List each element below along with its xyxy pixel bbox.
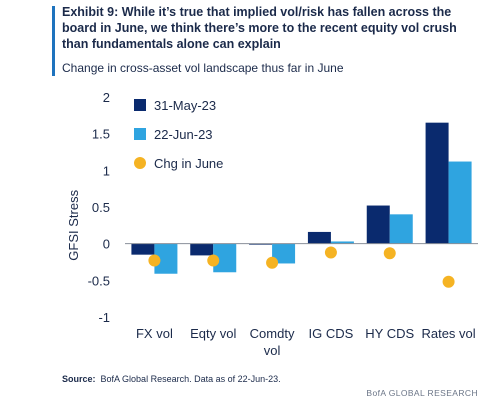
x-tick-label: FX vol (136, 326, 173, 341)
marker-point (324, 246, 337, 259)
bar-chart: -1 -0.5 0 0.5 1 1.5 2 GFSI Stress FX vol Eqty vol… (66, 90, 478, 358)
bar (131, 243, 155, 255)
x-tick-label: Comdty (250, 326, 295, 341)
legend-swatch (134, 99, 146, 111)
legend-label: Chg in June (154, 156, 223, 171)
bar (330, 241, 354, 244)
x-tick-label: Rates vol (421, 326, 475, 341)
x-tick-label: HY CDS (365, 326, 414, 341)
bar (425, 122, 449, 244)
bar (307, 231, 331, 244)
bar (213, 243, 237, 273)
marker-point (442, 275, 455, 288)
marker-point (207, 254, 220, 267)
marker-point (266, 256, 279, 269)
chart-title: Exhibit 9: While it’s true that implied … (62, 5, 457, 51)
marker-point (148, 254, 161, 267)
x-tick-label: Eqty vol (190, 326, 236, 341)
bar (448, 161, 472, 244)
y-axis-title: GFSI Stress (66, 189, 81, 260)
x-tick-label: IG CDS (309, 326, 354, 341)
title-accent-bar (52, 6, 55, 76)
x-tick-label: vol (264, 343, 281, 358)
legend-swatch (134, 128, 146, 140)
legend-label: 22-Jun-23 (154, 127, 213, 142)
bar (389, 214, 413, 244)
marker-point (383, 247, 396, 260)
y-tick-label: 1 (103, 163, 110, 178)
y-tick-label: -0.5 (88, 273, 110, 288)
y-tick-label: 0 (103, 237, 110, 252)
source-text: BofA Global Research. Data as of 22-Jun-… (100, 374, 281, 384)
legend-swatch (134, 157, 146, 169)
brand-footer: BofA GLOBAL RESEARCH (366, 388, 478, 398)
chart-subtitle: Change in cross-asset vol landscape thus… (62, 61, 344, 75)
source-note: Source: BofA Global Research. Data as of… (62, 374, 281, 384)
y-tick-label: 2 (103, 90, 110, 105)
bar (154, 243, 178, 274)
y-tick-label: -1 (98, 310, 110, 325)
legend-label: 31-May-23 (154, 98, 216, 113)
bar (190, 243, 214, 256)
bar (366, 205, 390, 244)
y-tick-label: 1.5 (92, 127, 110, 142)
bar (272, 243, 296, 264)
source-label: Source: (62, 374, 96, 384)
y-tick-label: 0.5 (92, 200, 110, 215)
